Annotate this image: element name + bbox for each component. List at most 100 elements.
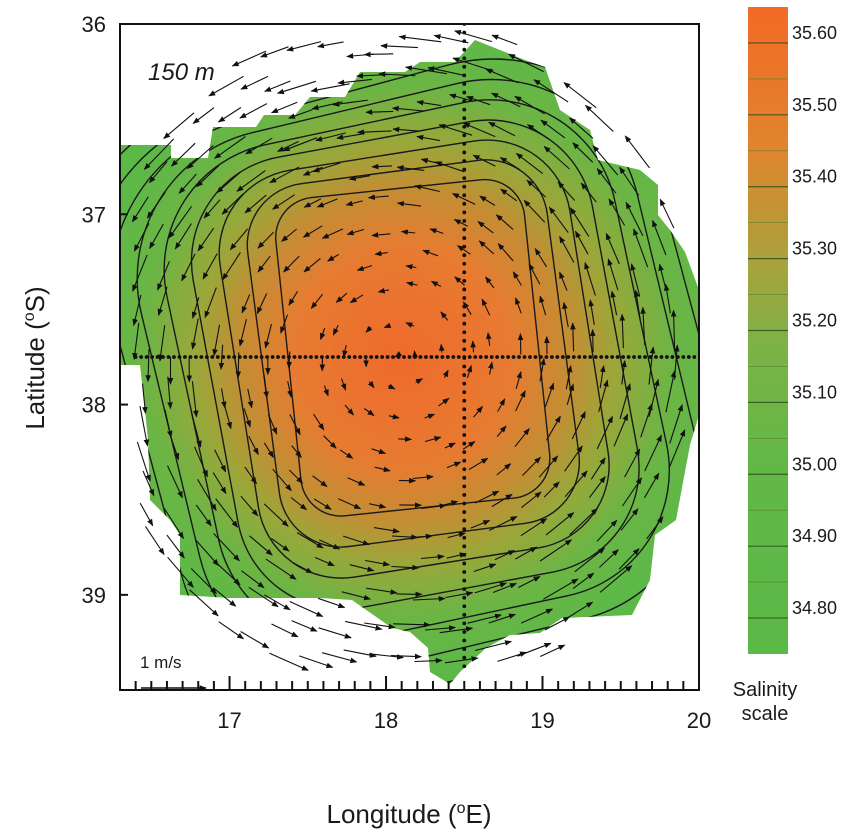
velocity-vector — [166, 534, 185, 559]
velocity-vector — [239, 103, 268, 119]
velocity-vector — [599, 365, 606, 389]
velocity-vector — [415, 378, 424, 385]
station-point — [462, 338, 467, 343]
velocity-vector — [132, 322, 140, 360]
station-point — [462, 107, 467, 112]
station-point — [259, 355, 264, 359]
velocity-vector — [256, 293, 268, 315]
velocity-vector — [438, 124, 473, 136]
velocity-vector — [218, 621, 245, 640]
station-point — [309, 355, 313, 359]
velocity-vector — [374, 466, 391, 473]
velocity-vector — [263, 503, 289, 527]
velocity-vector — [494, 550, 516, 561]
station-point — [462, 347, 467, 352]
velocity-vector — [416, 100, 442, 107]
velocity-vector — [564, 445, 583, 472]
station-point — [500, 355, 505, 359]
velocity-vector — [145, 526, 165, 556]
station-point — [270, 355, 275, 359]
velocity-vector — [669, 404, 683, 444]
velocity-vector — [619, 313, 626, 349]
station-point — [533, 355, 538, 359]
velocity-vector — [367, 380, 375, 389]
velocity-vector — [434, 161, 465, 173]
velocity-vector — [412, 595, 446, 602]
velocity-vector — [625, 201, 644, 236]
velocity-vector — [323, 385, 329, 397]
velocity-vector — [479, 195, 496, 206]
velocity-vector — [414, 533, 433, 540]
station-point — [588, 355, 593, 359]
velocity-vector — [462, 441, 476, 450]
velocity-vector — [533, 79, 569, 103]
velocity-vector — [248, 435, 259, 456]
velocity-vector — [168, 205, 193, 239]
velocity-vector — [283, 255, 300, 273]
station-point — [462, 373, 467, 377]
velocity-vector — [271, 623, 299, 638]
velocity-vector — [539, 295, 547, 316]
station-point — [462, 570, 467, 574]
station-point — [544, 355, 549, 359]
station-point — [522, 355, 527, 359]
velocity-vector — [310, 293, 324, 309]
velocity-vector — [195, 504, 212, 527]
x-tick-label: 18 — [374, 708, 398, 733]
velocity-vector — [640, 306, 646, 346]
velocity-vector — [302, 225, 323, 238]
x-tick-label: 20 — [687, 708, 711, 733]
station-point — [385, 355, 390, 359]
velocity-vector — [260, 46, 289, 58]
station-point — [462, 313, 467, 318]
velocity-vector — [624, 448, 641, 478]
station-point — [659, 355, 664, 359]
plot-frame — [119, 23, 700, 691]
colorbar-label: 35.30 — [792, 239, 837, 259]
velocity-vector — [605, 232, 620, 265]
velocity-vector — [528, 263, 541, 285]
velocity-vector — [164, 409, 173, 438]
velocity-vector — [564, 470, 588, 498]
velocity-vector — [367, 194, 389, 200]
station-point — [462, 510, 467, 514]
station-point — [517, 355, 521, 359]
velocity-vector — [167, 376, 173, 410]
velocity-vector — [327, 253, 339, 262]
station-point — [462, 167, 467, 172]
velocity-vector — [598, 379, 609, 412]
velocity-vector — [231, 50, 267, 67]
velocity-vector — [572, 142, 594, 163]
velocity-vector — [343, 535, 370, 546]
velocity-vector — [619, 383, 631, 419]
velocity-vector — [318, 627, 352, 639]
velocity-vector — [444, 656, 479, 664]
station-point — [462, 219, 467, 223]
station-point — [210, 355, 215, 359]
station-point — [654, 355, 658, 359]
velocity-vector — [391, 564, 420, 571]
station-point — [610, 355, 615, 359]
velocity-vector — [366, 587, 398, 595]
velocity-vector — [380, 43, 418, 49]
velocity-vector — [569, 508, 598, 536]
velocity-vector — [607, 258, 619, 291]
station-point — [462, 64, 467, 69]
velocity-vector — [332, 324, 339, 336]
velocity-vector — [167, 465, 183, 499]
station-point — [358, 355, 363, 359]
velocity-vector — [444, 442, 456, 449]
velocity-vector — [315, 132, 346, 142]
station-point — [462, 355, 467, 359]
colorbar-title-line1: Salinity — [733, 679, 797, 701]
velocity-vector — [244, 466, 257, 485]
velocity-vector — [633, 289, 641, 320]
station-point — [166, 355, 171, 359]
station-point — [528, 355, 532, 359]
station-point — [511, 355, 516, 359]
velocity-vector — [222, 252, 241, 281]
station-point — [462, 424, 467, 429]
station-point — [440, 355, 445, 359]
velocity-vector — [387, 383, 396, 390]
velocity-vector — [488, 121, 516, 137]
